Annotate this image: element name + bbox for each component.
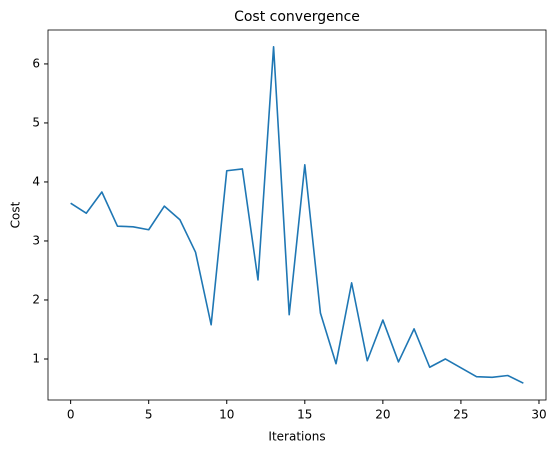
y-tick-label: 5: [32, 115, 40, 129]
x-tick-label: 10: [219, 408, 234, 422]
y-tick-label: 6: [32, 56, 40, 70]
plot-frame: [47, 29, 547, 401]
y-axis-label: Cost: [9, 201, 23, 228]
x-tick-label: 25: [453, 408, 468, 422]
y-tick-label: 1: [32, 351, 40, 365]
y-tick-label: 4: [32, 174, 40, 188]
x-axis-label: Iterations: [268, 430, 325, 444]
x-tick-label: 0: [67, 408, 75, 422]
y-tick-label: 2: [32, 292, 40, 306]
y-tick-label: 3: [32, 233, 40, 247]
chart-title: Cost convergence: [234, 9, 360, 25]
x-tick-label: 30: [531, 408, 546, 422]
line: [70, 46, 524, 384]
x-tick-label: 20: [375, 408, 390, 422]
x-tick-label: 15: [297, 408, 312, 422]
x-tick-label: 5: [145, 408, 153, 422]
